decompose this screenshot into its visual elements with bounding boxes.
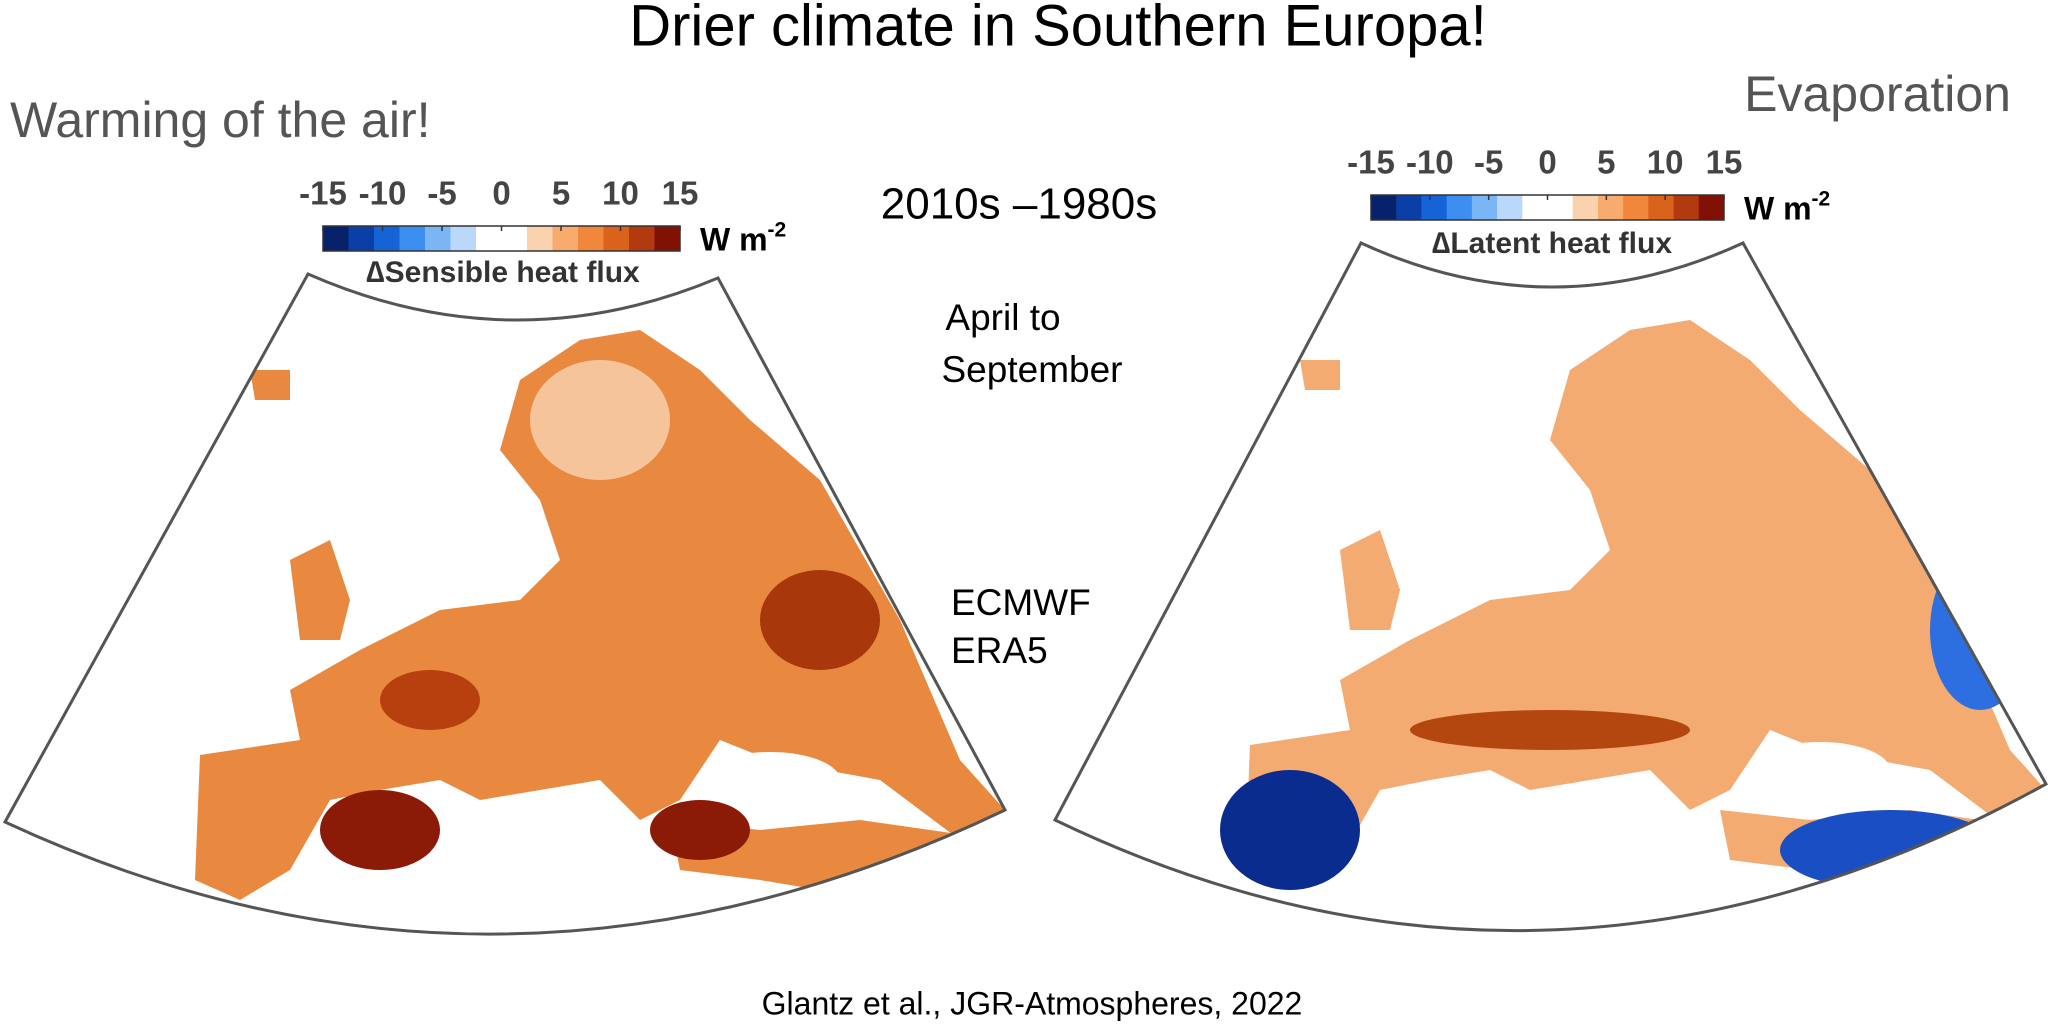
colorbar-swatch [348,226,375,251]
season-line: September [942,349,1123,390]
citation: Glantz et al., JGR-Atmospheres, 2022 [762,985,1303,1021]
colorbar-tick-label: -10 [1406,144,1454,181]
colorbar-tick-label: 15 [1706,144,1743,181]
colorbar-swatch [1522,195,1548,220]
left-note: Warming of the air! [10,92,431,148]
colorbar: -15 -10 -5 0 5 10 15W m-2 [299,175,786,258]
colorbar-swatch [527,226,553,251]
dataset-line: ERA5 [951,630,1048,671]
right-note: Evaporation [1744,66,2011,122]
colorbar-tick-label: -15 [1347,144,1395,181]
colorbar-tick-label: -5 [1474,144,1503,181]
colorbar-tick-label: 0 [492,175,510,212]
colorbar-label: ∆Sensible heat flux [366,256,640,289]
colorbar-swatch [552,226,579,251]
colorbar-swatch [425,226,451,251]
season-line: April to [945,297,1060,338]
colorbar-swatch [450,226,477,251]
map-left [2,272,1008,936]
colorbar-swatch [1371,195,1397,220]
colorbar-tick-label: -15 [299,175,347,212]
colorbar-swatch [654,226,681,251]
colorbar-swatch [1673,195,1700,220]
colorbar-swatch [1698,195,1725,220]
colorbar-swatch [1446,195,1473,220]
colorbar-tick-label: 5 [552,175,570,212]
colorbar-swatch [501,226,528,251]
unit-base: W m [1744,191,1812,227]
colorbar-swatch [1421,195,1448,220]
colorbar-swatch [1648,195,1675,220]
colorbar-swatch [374,226,400,251]
colorbar-tick-label: 15 [662,175,699,212]
colorbar: -15 -10 -5 0 5 10 15W m-2 [1347,144,1830,227]
colorbar-swatch [1597,195,1624,220]
colorbar-tick-label: 10 [602,175,639,212]
colorbar-swatch [629,226,655,251]
colorbar-tick-label: 0 [1538,144,1556,181]
colorbar-swatch [1572,195,1599,220]
colorbar-swatch [1396,195,1422,220]
colorbar-tick-label: -5 [427,175,456,212]
colorbar-swatch [603,226,630,251]
colorbar-swatch [1497,195,1523,220]
period: 2010s –1980s [881,180,1157,229]
colorbar-swatch [578,226,604,251]
unit-exponent: -2 [1812,187,1831,210]
colorbar-swatch [1547,195,1574,220]
colorbar-tick-label: 10 [1647,144,1684,181]
unit-exponent: -2 [768,218,787,241]
colorbar-label: ∆Latent heat flux [1432,227,1672,260]
colorbar-unit: W m-2 [1744,187,1830,227]
map-right [1052,241,2048,933]
colorbar-tick-label: 5 [1597,144,1615,181]
colorbar-swatch [1623,195,1649,220]
unit-base: W m [700,222,768,258]
colorbar-swatch [323,226,349,251]
colorbar-unit: W m-2 [700,218,786,258]
colorbar-swatch [1471,195,1498,220]
colorbar-tick-label: -10 [359,175,407,212]
colorbar-swatch [399,226,426,251]
colorbar-swatch [476,226,502,251]
dataset-line: ECMWF [951,582,1091,623]
title: Drier climate in Southern Europa! [629,0,1487,58]
